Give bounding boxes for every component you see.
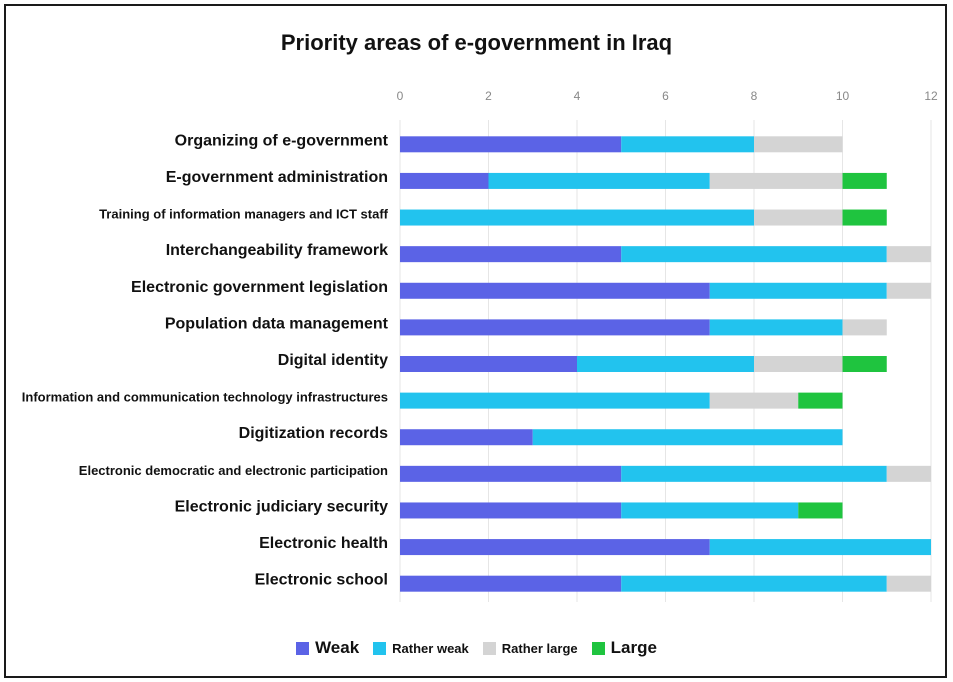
bar-rather-large [886, 246, 931, 263]
category-label: Electronic democratic and electronic par… [79, 463, 388, 478]
legend-label: Rather large [501, 640, 578, 656]
category-label: Organizing of e-government [175, 132, 389, 149]
bar-rather-weak [621, 465, 887, 482]
category-label: Electronic school [255, 572, 388, 589]
category-label: Electronic judiciary security [175, 498, 389, 515]
category-label: E-government administration [166, 169, 388, 186]
bar-rather-weak [400, 392, 710, 409]
bar-weak [400, 319, 710, 336]
bar-rather-weak [709, 539, 931, 556]
x-tick-label: 0 [397, 89, 404, 103]
bar-large [798, 392, 843, 409]
bar-rather-weak [709, 319, 843, 336]
bar-rather-weak [621, 246, 887, 263]
x-tick-label: 12 [924, 89, 938, 103]
bar-rather-large [886, 282, 931, 299]
legend-item: Rather large [482, 640, 578, 656]
bar-rather-weak [709, 282, 887, 299]
bar-rather-large [886, 465, 931, 482]
bar-weak [400, 502, 622, 519]
bar-rather-weak [621, 575, 887, 592]
legend-swatch [373, 641, 387, 655]
bar-weak [400, 136, 622, 153]
bar-large [842, 209, 887, 226]
bar-weak [400, 539, 710, 556]
bar-large [842, 172, 887, 189]
bar-rather-weak [532, 429, 843, 446]
bar-rather-large [842, 319, 887, 336]
legend-label: Weak [315, 638, 360, 657]
bar-weak [400, 429, 533, 446]
bar-rather-weak [488, 172, 710, 189]
bar-rather-weak [577, 356, 754, 372]
category-label: Interchangeability framework [166, 242, 388, 259]
category-label: Population data management [165, 315, 389, 332]
category-label: Electronic government legislation [131, 279, 388, 296]
legend-item: Large [591, 638, 657, 658]
chart-title: Priority areas of e-government in Iraq [280, 30, 673, 55]
legend-label: Large [610, 638, 657, 657]
chart-frame [4, 4, 947, 678]
bar-rather-weak [621, 136, 754, 153]
category-label: Digital identity [278, 352, 388, 369]
x-tick-label: 4 [574, 89, 581, 103]
bar-weak [400, 172, 489, 189]
x-tick-label: 6 [662, 89, 669, 103]
category-label: Electronic health [259, 535, 388, 552]
bar-large [798, 502, 843, 519]
category-label: Digitization records [239, 425, 388, 442]
bar-weak [400, 356, 577, 372]
bar-weak [400, 575, 622, 592]
legend-swatch [591, 641, 605, 655]
x-tick-label: 8 [751, 89, 758, 103]
legend-swatch [482, 641, 496, 655]
bar-rather-large [754, 136, 843, 153]
bar-rather-large [886, 575, 931, 592]
bar-weak [400, 246, 622, 263]
bar-weak [400, 282, 710, 299]
category-label: Information and communication technology… [22, 390, 388, 405]
legend-item: Rather weak [373, 641, 469, 656]
bar-rather-large [754, 356, 843, 372]
bar-large [842, 356, 887, 372]
bar-rather-large [754, 209, 843, 226]
legend-label: Rather weak [392, 640, 469, 656]
x-tick-label: 10 [836, 89, 850, 103]
legend-item: Weak [296, 638, 359, 658]
bar-rather-large [709, 392, 799, 409]
bar-weak [400, 465, 622, 482]
bar-rather-weak [621, 502, 799, 519]
bar-rather-weak [400, 209, 754, 226]
category-label: Training of information managers and ICT… [99, 207, 389, 222]
chart-legend: Weak Rather weak Rather large Large [0, 638, 953, 658]
x-tick-label: 2 [485, 89, 492, 103]
legend-swatch [296, 641, 310, 655]
bar-rather-large [709, 172, 843, 189]
